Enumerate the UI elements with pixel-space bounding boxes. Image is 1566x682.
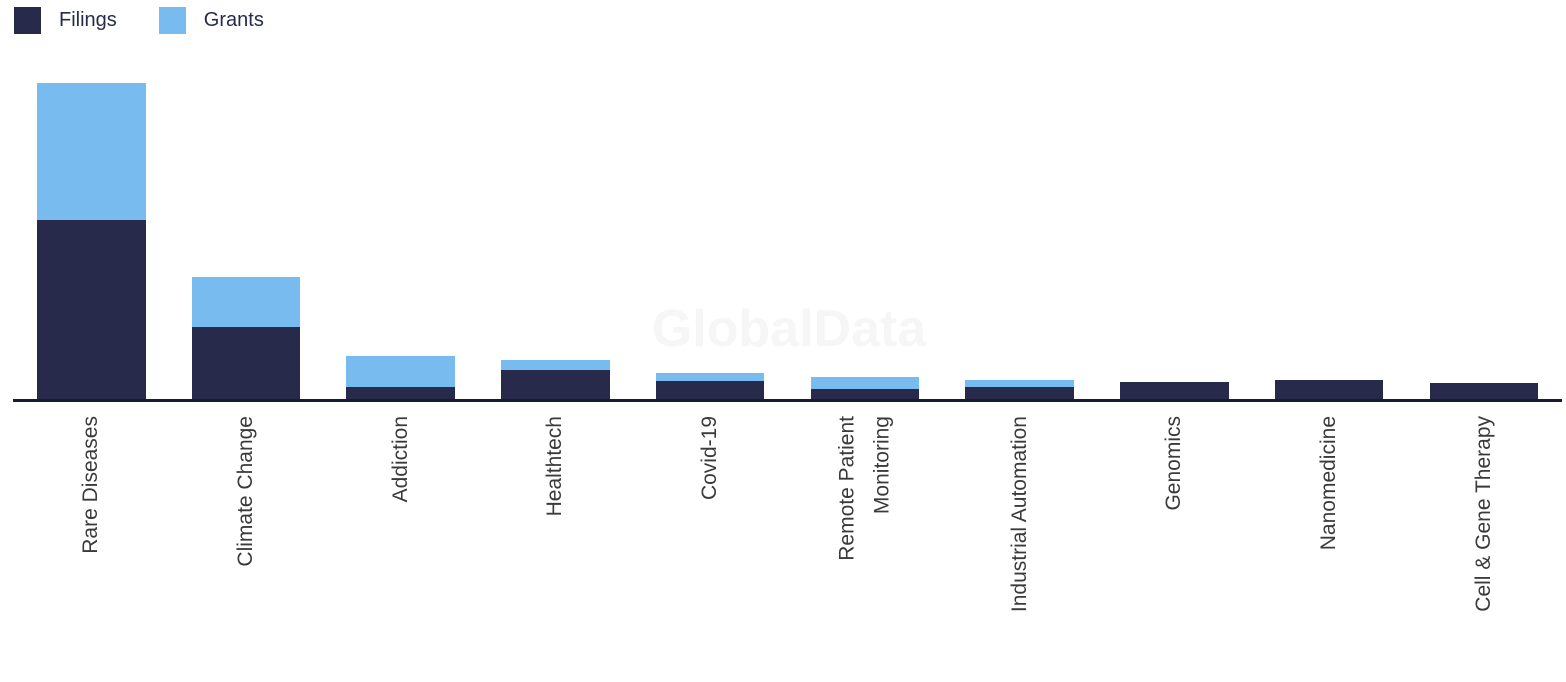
bar-segment-grants-covid-19[interactable]: [655, 373, 765, 381]
bar-segment-grants-addiction[interactable]: [346, 356, 455, 387]
bar-group-rare-diseases: [37, 83, 146, 399]
legend-label-filings: Filings: [59, 9, 117, 31]
x-axis-label-line: Nanomedicine: [1317, 416, 1341, 551]
x-axis-line: [13, 399, 1562, 402]
x-axis-label-line: Climate Change: [233, 416, 257, 567]
x-axis-label-nanomedicine: Nanomedicine: [1316, 416, 1342, 550]
bar-segment-grants-climate-change[interactable]: [191, 277, 301, 327]
x-axis-label-addiction: Addiction: [388, 416, 414, 502]
x-axis-label-rare-diseases: Rare Diseases: [78, 416, 104, 554]
bar-segment-grants-remote-patient-monitoring[interactable]: [810, 377, 920, 389]
globaldata-watermark: GlobalData: [651, 300, 927, 358]
x-axis-label-climate-change: Climate Change: [233, 416, 259, 567]
x-axis-label-line: Addiction: [388, 416, 412, 503]
chart-legend: Filings Grants: [14, 7, 264, 34]
bar-group-cell-gene-therapy: [1429, 383, 1539, 399]
bar-segment-filings-healthtech[interactable]: [501, 370, 610, 399]
bar-segment-grants-healthtech[interactable]: [501, 360, 610, 370]
bar-segment-filings-rare-diseases[interactable]: [37, 220, 146, 399]
bar-group-climate-change: [191, 277, 301, 399]
legend-label-grants: Grants: [203, 9, 264, 31]
x-axis-label-line: Covid-19: [698, 416, 722, 501]
bar-segment-filings-climate-change[interactable]: [191, 327, 301, 399]
bar-segment-filings-covid-19[interactable]: [655, 381, 765, 399]
x-axis-label-line: Rare Diseases: [79, 416, 103, 554]
filings-swatch-icon: [14, 7, 41, 34]
bar-group-covid-19: [655, 373, 765, 399]
x-axis-label-genomics: Genomics: [1161, 416, 1187, 511]
x-axis-label-industrial-automation: Industrial Automation: [1007, 416, 1033, 612]
bar-group-nanomedicine: [1274, 380, 1384, 399]
x-axis-label-line: Cell & Gene Therapy: [1471, 416, 1495, 612]
x-axis-label-line: Genomics: [1162, 416, 1186, 511]
bar-segment-filings-remote-patient-monitoring[interactable]: [810, 389, 920, 399]
bar-segment-filings-cell-gene-therapy[interactable]: [1429, 383, 1539, 399]
bar-segment-filings-industrial-automation[interactable]: [965, 387, 1074, 399]
bar-segment-filings-genomics[interactable]: [1120, 382, 1229, 399]
bar-segment-filings-addiction[interactable]: [346, 387, 455, 399]
bar-group-healthtech: [501, 360, 610, 399]
x-axis-label-line: Healthtech: [543, 416, 567, 517]
grants-swatch-icon: [158, 7, 186, 34]
x-axis-label-covid-19: Covid-19: [697, 416, 723, 500]
x-axis-label-cell-gene-therapy: Cell & Gene Therapy: [1471, 416, 1497, 612]
bar-segment-grants-industrial-automation[interactable]: [965, 380, 1074, 387]
bar-group-genomics: [1120, 382, 1229, 399]
legend-item-filings[interactable]: Filings: [14, 7, 117, 34]
bar-group-remote-patient-monitoring: [810, 377, 920, 399]
bar-segment-grants-rare-diseases[interactable]: [37, 83, 146, 220]
x-axis-label-line: Remote Patient: [835, 416, 859, 561]
x-axis-label-remote-patient-monitoring: Remote Patient Monitoring: [834, 416, 895, 561]
bar-group-addiction: [346, 356, 455, 399]
legend-item-grants[interactable]: Grants: [158, 7, 264, 34]
bar-group-industrial-automation: [965, 380, 1074, 399]
x-axis-label-line: Industrial Automation: [1007, 416, 1031, 613]
bar-segment-filings-nanomedicine[interactable]: [1274, 380, 1384, 399]
x-axis-label-line: Monitoring: [870, 416, 894, 515]
x-axis-label-healthtech: Healthtech: [542, 416, 568, 516]
